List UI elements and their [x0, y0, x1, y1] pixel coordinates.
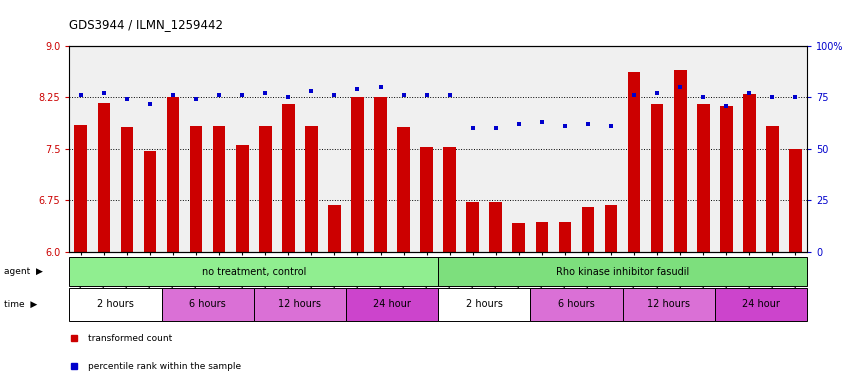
- Text: 12 hours: 12 hours: [647, 299, 690, 310]
- Point: [695, 94, 709, 101]
- Bar: [581, 207, 593, 252]
- Bar: [97, 103, 110, 252]
- Text: 2 hours: 2 hours: [465, 299, 502, 310]
- Text: GDS3944 / ILMN_1259442: GDS3944 / ILMN_1259442: [69, 18, 223, 31]
- Text: 24 hour: 24 hour: [373, 299, 410, 310]
- Bar: [190, 126, 203, 252]
- Text: 6 hours: 6 hours: [189, 299, 225, 310]
- Point: [511, 121, 525, 127]
- Point: [258, 90, 272, 96]
- Point: [581, 121, 594, 127]
- Bar: [397, 127, 409, 252]
- Text: agent  ▶: agent ▶: [4, 267, 43, 276]
- Bar: [69, 257, 438, 286]
- Bar: [419, 147, 432, 252]
- Text: percentile rank within the sample: percentile rank within the sample: [88, 362, 241, 371]
- Point: [650, 90, 663, 96]
- Point: [74, 92, 88, 98]
- Text: 6 hours: 6 hours: [557, 299, 594, 310]
- Point: [189, 96, 203, 103]
- Bar: [489, 202, 501, 252]
- Point: [489, 125, 502, 131]
- Text: 24 hour: 24 hour: [741, 299, 779, 310]
- Bar: [530, 288, 622, 321]
- Bar: [258, 126, 271, 252]
- Bar: [466, 202, 479, 252]
- Bar: [121, 127, 133, 252]
- Bar: [166, 98, 179, 252]
- Text: time  ▶: time ▶: [4, 300, 37, 309]
- Point: [419, 92, 433, 98]
- Point: [719, 103, 733, 109]
- Point: [787, 94, 801, 101]
- Point: [626, 92, 640, 98]
- Point: [742, 90, 755, 96]
- Point: [212, 92, 225, 98]
- Point: [603, 123, 617, 129]
- Point: [558, 123, 571, 129]
- Bar: [305, 126, 317, 252]
- Bar: [327, 205, 340, 252]
- Bar: [511, 223, 524, 252]
- Point: [120, 96, 133, 103]
- Bar: [673, 70, 685, 252]
- Bar: [161, 288, 253, 321]
- Text: Rho kinase inhibitor fasudil: Rho kinase inhibitor fasudil: [555, 266, 689, 277]
- Point: [235, 92, 249, 98]
- Bar: [69, 288, 161, 321]
- Bar: [253, 288, 345, 321]
- Bar: [742, 94, 755, 252]
- Text: no treatment, control: no treatment, control: [201, 266, 306, 277]
- Bar: [558, 222, 571, 252]
- Bar: [374, 97, 387, 252]
- Bar: [438, 288, 530, 321]
- Point: [465, 125, 479, 131]
- Bar: [535, 222, 548, 252]
- Point: [350, 86, 364, 92]
- Point: [281, 94, 295, 101]
- Text: 12 hours: 12 hours: [278, 299, 321, 310]
- Bar: [438, 257, 806, 286]
- Bar: [766, 126, 778, 252]
- Point: [373, 84, 387, 90]
- Bar: [213, 126, 225, 252]
- Bar: [696, 104, 709, 252]
- Point: [765, 94, 778, 101]
- Bar: [443, 147, 456, 252]
- Bar: [650, 104, 663, 252]
- Bar: [622, 288, 714, 321]
- Point: [304, 88, 317, 94]
- Point: [166, 92, 180, 98]
- Point: [442, 92, 456, 98]
- Bar: [719, 106, 732, 252]
- Point: [97, 90, 111, 96]
- Bar: [345, 288, 438, 321]
- Point: [327, 92, 341, 98]
- Text: transformed count: transformed count: [88, 334, 172, 343]
- Bar: [351, 98, 364, 252]
- Bar: [74, 125, 87, 252]
- Bar: [235, 146, 248, 252]
- Point: [397, 92, 410, 98]
- Point: [673, 84, 686, 90]
- Point: [143, 101, 156, 107]
- Text: 2 hours: 2 hours: [97, 299, 133, 310]
- Bar: [627, 72, 640, 252]
- Bar: [604, 205, 617, 252]
- Bar: [282, 104, 295, 252]
- Point: [534, 119, 548, 125]
- Bar: [788, 149, 801, 252]
- Bar: [143, 151, 156, 252]
- Bar: [714, 288, 806, 321]
